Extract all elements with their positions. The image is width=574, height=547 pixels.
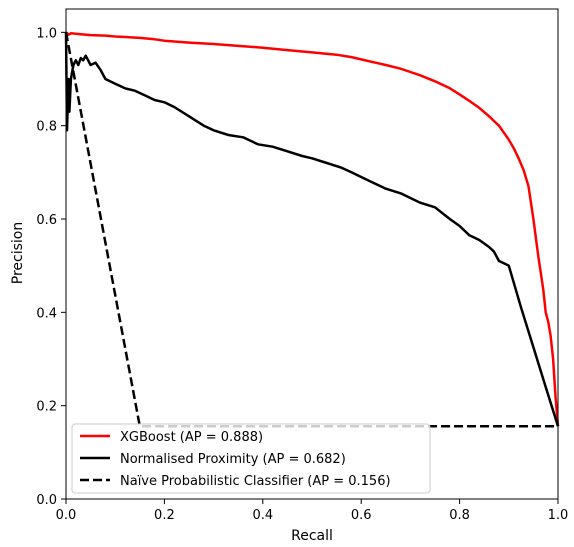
y-axis-label: Precision — [10, 222, 26, 284]
ticks-layer: 0.0 0.2 0.4 0.6 0.8 1.0 0.0 0.2 0.4 0.6 0.8 1.0 — [36, 26, 568, 523]
axes-spines — [65, 8, 559, 500]
y-tick-label: 0.6 — [36, 213, 57, 228]
legend-label-3: Naïve Probabilistic Classifier (AP = 0.1… — [120, 474, 391, 489]
x-tick-label: 0.0 — [56, 508, 77, 523]
x-tick-label: 0.8 — [449, 508, 470, 523]
y-tick-label: 0.2 — [36, 400, 57, 415]
x-tick-label: 1.0 — [548, 508, 569, 523]
legend-label-1: XGBoost (AP = 0.888) — [120, 430, 263, 445]
legend-label-2: Normalised Proximity (AP = 0.682) — [120, 452, 346, 467]
legend: XGBoost (AP = 0.888) Normalised Proximity… — [71, 423, 431, 494]
x-axis-label: Recall — [291, 528, 333, 543]
x-tick-label: 0.6 — [351, 508, 372, 523]
y-tick-label: 0.8 — [36, 120, 57, 135]
plot-area — [66, 9, 558, 499]
legend-box — [71, 423, 431, 494]
x-tick-label: 0.2 — [154, 508, 175, 523]
axes-frame — [66, 9, 558, 499]
y-tick-label: 0.0 — [36, 493, 57, 508]
series-line-1 — [65, 31, 560, 427]
y-tick-label: 0.4 — [36, 306, 57, 321]
y-tick-label: 1.0 — [36, 26, 57, 41]
series-line-2 — [64, 32, 560, 427]
x-tick-label: 0.4 — [252, 508, 273, 523]
